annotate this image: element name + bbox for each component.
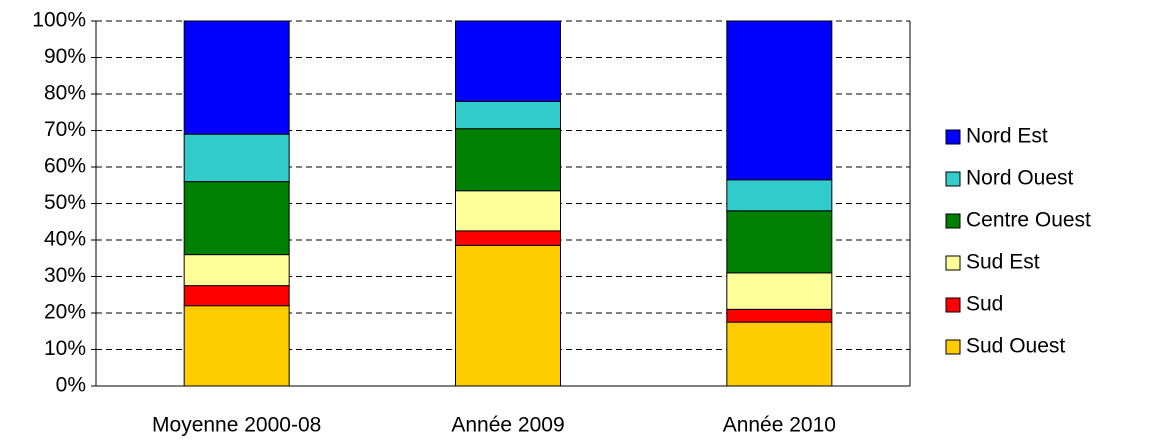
bar-segment	[183, 254, 290, 287]
legend-swatch	[945, 171, 961, 187]
legend-swatch	[945, 129, 961, 145]
bar-segment	[455, 230, 561, 246]
legend-swatch	[945, 213, 961, 229]
bar-segment	[455, 128, 561, 192]
bar-segment	[726, 272, 833, 310]
bar-segment	[726, 308, 833, 323]
bar-segment	[183, 133, 290, 183]
legend-label: Sud Est	[966, 251, 1040, 274]
y-tick-label: 100%	[32, 9, 86, 32]
bar-segment	[183, 285, 290, 307]
y-tick-label: 90%	[44, 45, 86, 68]
legend-swatch	[945, 339, 961, 355]
bar-segment	[183, 20, 290, 135]
y-tick-label: 30%	[44, 264, 86, 287]
legend-label: Nord Ouest	[966, 167, 1074, 190]
y-tick-label: 60%	[44, 155, 86, 178]
bar-segment	[183, 181, 290, 256]
bar-segment	[455, 244, 561, 387]
legend-swatch	[945, 297, 961, 313]
legend-swatch	[945, 255, 961, 271]
bar-segment	[455, 20, 561, 102]
bar-segment	[455, 100, 561, 130]
y-tick-label: 10%	[44, 337, 86, 360]
bar-segment	[455, 190, 561, 232]
x-tick-label: Moyenne 2000-08	[152, 414, 321, 437]
legend-label: Sud Ouest	[966, 335, 1065, 358]
legend-label: Centre Ouest	[966, 209, 1091, 232]
y-tick-label: 80%	[44, 82, 86, 105]
y-tick-label: 0%	[56, 374, 86, 397]
bar-segment	[726, 20, 833, 181]
y-tick-label: 50%	[44, 191, 86, 214]
bar-segment	[726, 210, 833, 274]
y-tick-label: 40%	[44, 228, 86, 251]
legend-label: Sud	[966, 293, 1003, 316]
x-tick-label: Année 2009	[451, 414, 564, 437]
y-tick-label: 70%	[44, 118, 86, 141]
legend-label: Nord Est	[966, 125, 1048, 148]
x-tick-label: Année 2010	[723, 414, 836, 437]
y-tick-label: 20%	[44, 301, 86, 324]
bar-segment	[726, 321, 833, 387]
bar-segment	[726, 179, 833, 212]
bar-segment	[183, 305, 290, 387]
